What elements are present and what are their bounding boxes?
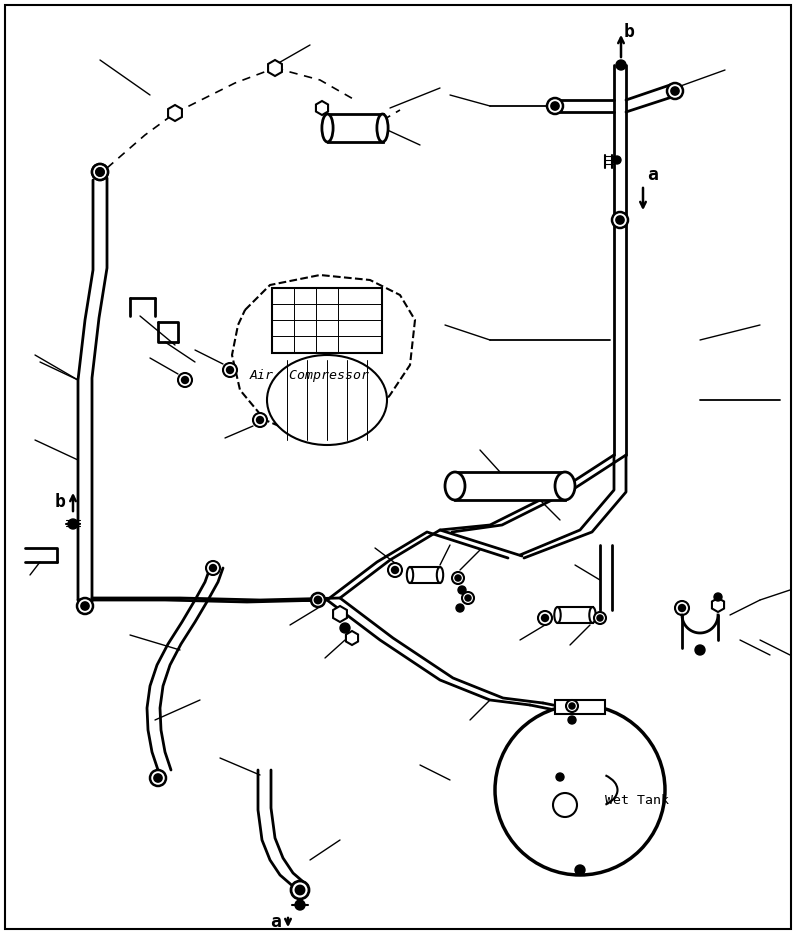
Polygon shape	[333, 606, 347, 622]
Bar	[272, 288, 382, 353]
Ellipse shape	[554, 607, 560, 623]
Circle shape	[568, 716, 576, 724]
Polygon shape	[346, 631, 358, 645]
Circle shape	[594, 612, 606, 624]
Text: a: a	[647, 166, 657, 184]
Circle shape	[547, 98, 563, 114]
Circle shape	[77, 598, 93, 614]
Bar	[557, 607, 592, 623]
Circle shape	[458, 586, 466, 594]
Circle shape	[616, 217, 623, 223]
Circle shape	[227, 367, 233, 374]
Circle shape	[81, 602, 88, 610]
Text: a: a	[270, 913, 281, 931]
Circle shape	[154, 774, 162, 782]
Circle shape	[392, 567, 398, 573]
Bar	[555, 700, 605, 714]
Circle shape	[671, 88, 679, 94]
Circle shape	[569, 703, 575, 709]
Polygon shape	[168, 105, 182, 121]
Circle shape	[675, 601, 689, 615]
Ellipse shape	[407, 567, 413, 583]
Polygon shape	[316, 101, 328, 115]
Polygon shape	[268, 60, 282, 76]
Ellipse shape	[377, 114, 388, 142]
Circle shape	[597, 616, 603, 621]
Circle shape	[340, 623, 350, 633]
Circle shape	[295, 900, 305, 910]
Circle shape	[667, 83, 683, 99]
Circle shape	[315, 597, 321, 603]
Circle shape	[223, 363, 237, 377]
Circle shape	[311, 593, 325, 607]
Circle shape	[96, 168, 103, 176]
Text: Wet Tank: Wet Tank	[605, 794, 669, 806]
Bar	[455, 472, 565, 500]
Circle shape	[291, 881, 309, 899]
Ellipse shape	[445, 472, 465, 500]
Circle shape	[178, 373, 192, 387]
Ellipse shape	[589, 607, 595, 623]
Text: b: b	[55, 493, 66, 511]
Circle shape	[181, 376, 188, 383]
Circle shape	[68, 519, 78, 529]
Circle shape	[695, 645, 705, 655]
Circle shape	[92, 164, 108, 180]
Ellipse shape	[437, 567, 443, 583]
Circle shape	[495, 705, 665, 875]
Circle shape	[96, 168, 103, 176]
Text: Air  Compressor: Air Compressor	[250, 369, 370, 381]
Polygon shape	[712, 598, 724, 612]
Polygon shape	[232, 275, 415, 435]
Circle shape	[679, 605, 685, 611]
Circle shape	[714, 593, 722, 601]
Circle shape	[613, 156, 621, 164]
Circle shape	[612, 212, 628, 228]
Circle shape	[296, 886, 304, 894]
Circle shape	[456, 604, 464, 612]
Circle shape	[553, 793, 577, 817]
Circle shape	[462, 592, 474, 604]
Circle shape	[150, 770, 166, 786]
Bar	[327, 114, 383, 142]
Circle shape	[552, 103, 559, 109]
Circle shape	[388, 563, 402, 577]
Circle shape	[542, 615, 548, 621]
Circle shape	[452, 572, 464, 584]
Bar	[410, 567, 440, 583]
Circle shape	[566, 700, 578, 712]
Circle shape	[455, 575, 461, 581]
Circle shape	[466, 595, 470, 601]
Ellipse shape	[322, 114, 333, 142]
Circle shape	[556, 773, 564, 781]
Ellipse shape	[267, 355, 387, 445]
Text: b: b	[624, 23, 635, 41]
Circle shape	[538, 611, 552, 625]
Circle shape	[257, 417, 263, 423]
Circle shape	[92, 164, 108, 180]
Circle shape	[616, 60, 626, 70]
Circle shape	[210, 565, 217, 572]
Circle shape	[253, 413, 267, 427]
Circle shape	[206, 561, 220, 575]
Ellipse shape	[555, 472, 575, 500]
Circle shape	[575, 865, 585, 875]
